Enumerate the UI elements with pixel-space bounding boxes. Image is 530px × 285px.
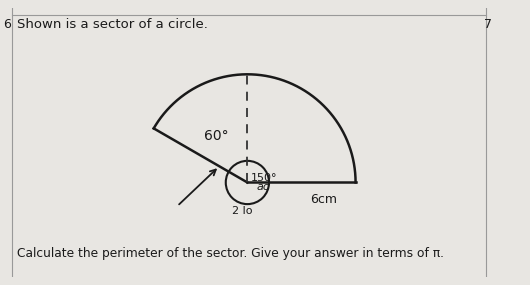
Text: 150°: 150° (251, 173, 278, 183)
Text: ao: ao (257, 182, 270, 192)
Text: 60°: 60° (205, 129, 229, 142)
Text: 2 lo: 2 lo (233, 206, 253, 216)
Text: 6cm: 6cm (310, 193, 337, 206)
Text: 6: 6 (3, 18, 11, 31)
Text: Shown is a sector of a circle.: Shown is a sector of a circle. (17, 18, 208, 31)
Text: 7: 7 (484, 18, 492, 31)
Text: Calculate the perimeter of the sector. Give your answer in terms of π.: Calculate the perimeter of the sector. G… (17, 247, 444, 260)
